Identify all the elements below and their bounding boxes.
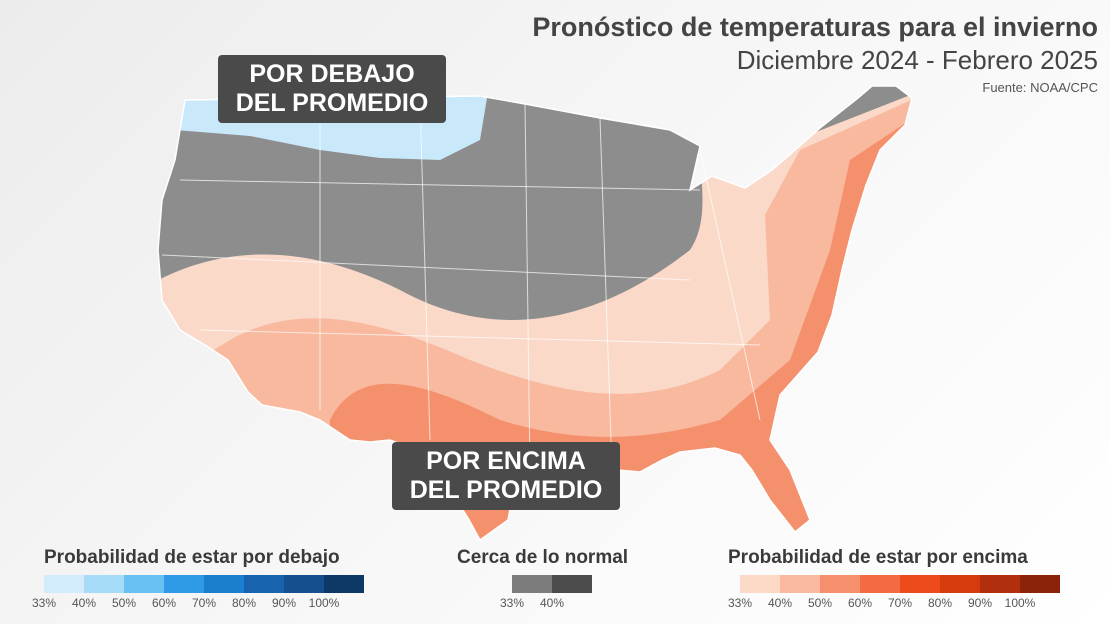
legend-below-swatch — [244, 575, 284, 593]
legend-normal: Cerca de lo normal 33% 40% — [457, 547, 628, 612]
legend-above-tick: 100% — [1004, 596, 1036, 610]
legend-below-swatch — [124, 575, 164, 593]
legend-normal-tick: 33% — [499, 596, 525, 610]
legend-below-swatch — [44, 575, 84, 593]
legend-above-ticks: 33% 40% 50% 60% 70% 80% 90% 100% — [728, 596, 1060, 612]
legend-above-swatch — [940, 575, 980, 593]
legend-below-swatch — [204, 575, 244, 593]
legend-above-swatches — [740, 575, 1060, 593]
legend-below-swatch — [84, 575, 124, 593]
legend-above-tick: 50% — [807, 596, 833, 610]
legend-below-tick: 70% — [191, 596, 217, 610]
legend-normal-title: Cerca de lo normal — [457, 547, 629, 568]
below-average-callout: POR DEBAJO DEL PROMEDIO — [218, 55, 446, 123]
map-subtitle: Diciembre 2024 - Febrero 2025 — [736, 45, 1098, 75]
legend-normal-swatch — [552, 575, 592, 593]
legend-above-title: Probabilidad de estar por encima — [728, 547, 1028, 568]
legend-below-swatch — [284, 575, 324, 593]
header: Pronóstico de temperaturas para el invie… — [532, 10, 1098, 95]
legend-normal-tick: 40% — [539, 596, 565, 610]
map-title: Pronóstico de temperaturas para el invie… — [532, 12, 1098, 42]
legend-below-title: Probabilidad de estar por debajo — [44, 547, 340, 568]
above-callout-line2: DEL PROMEDIO — [409, 476, 603, 504]
legend-below: Probabilidad de estar por debajo 33% 40% 5… — [32, 547, 364, 612]
legend-above-tick: 40% — [767, 596, 793, 610]
legend-above-swatch — [900, 575, 940, 593]
legend-above-swatch — [820, 575, 860, 593]
legend-above-tick: 80% — [927, 596, 953, 610]
state-borders — [161, 99, 761, 471]
legend-below-swatch — [324, 575, 364, 593]
legend-above-swatch — [780, 575, 820, 593]
legend-below-tick: 50% — [111, 596, 137, 610]
legend-below-swatch — [164, 575, 204, 593]
legend-below-tick: 80% — [231, 596, 257, 610]
legend-above-tick: 70% — [887, 596, 913, 610]
legend-below-tick: 60% — [151, 596, 177, 610]
legend-below-tick: 33% — [31, 596, 57, 610]
legend-above-swatch — [980, 575, 1020, 593]
legend-above-swatch — [860, 575, 900, 593]
below-callout-line2: DEL PROMEDIO — [235, 89, 429, 117]
legend-below-tick: 90% — [271, 596, 297, 610]
above-callout-line1: POR ENCIMA — [426, 447, 586, 475]
legend-above-swatch — [740, 575, 780, 593]
above-average-callout: POR ENCIMA DEL PROMEDIO — [392, 442, 620, 510]
source-note: Fuente: NOAA/CPC — [982, 80, 1098, 95]
legend-below-ticks: 33% 40% 50% 60% 70% 80% 90% 100% — [32, 596, 364, 612]
legend-above: Probabilidad de estar por encima 33% 40% 5… — [728, 547, 1060, 612]
legend-above-swatch — [1020, 575, 1060, 593]
legend-above-tick: 90% — [967, 596, 993, 610]
legend-normal-swatch — [512, 575, 552, 593]
legend-normal-swatches — [512, 575, 628, 593]
legend-above-tick: 60% — [847, 596, 873, 610]
legend-above-tick: 33% — [727, 596, 753, 610]
legend-below-tick: 100% — [308, 596, 340, 610]
legend-normal-ticks: 33% 40% — [500, 596, 628, 612]
legend-below-tick: 40% — [71, 596, 97, 610]
below-callout-line1: POR DEBAJO — [249, 60, 415, 88]
legend-below-swatches — [44, 575, 364, 593]
